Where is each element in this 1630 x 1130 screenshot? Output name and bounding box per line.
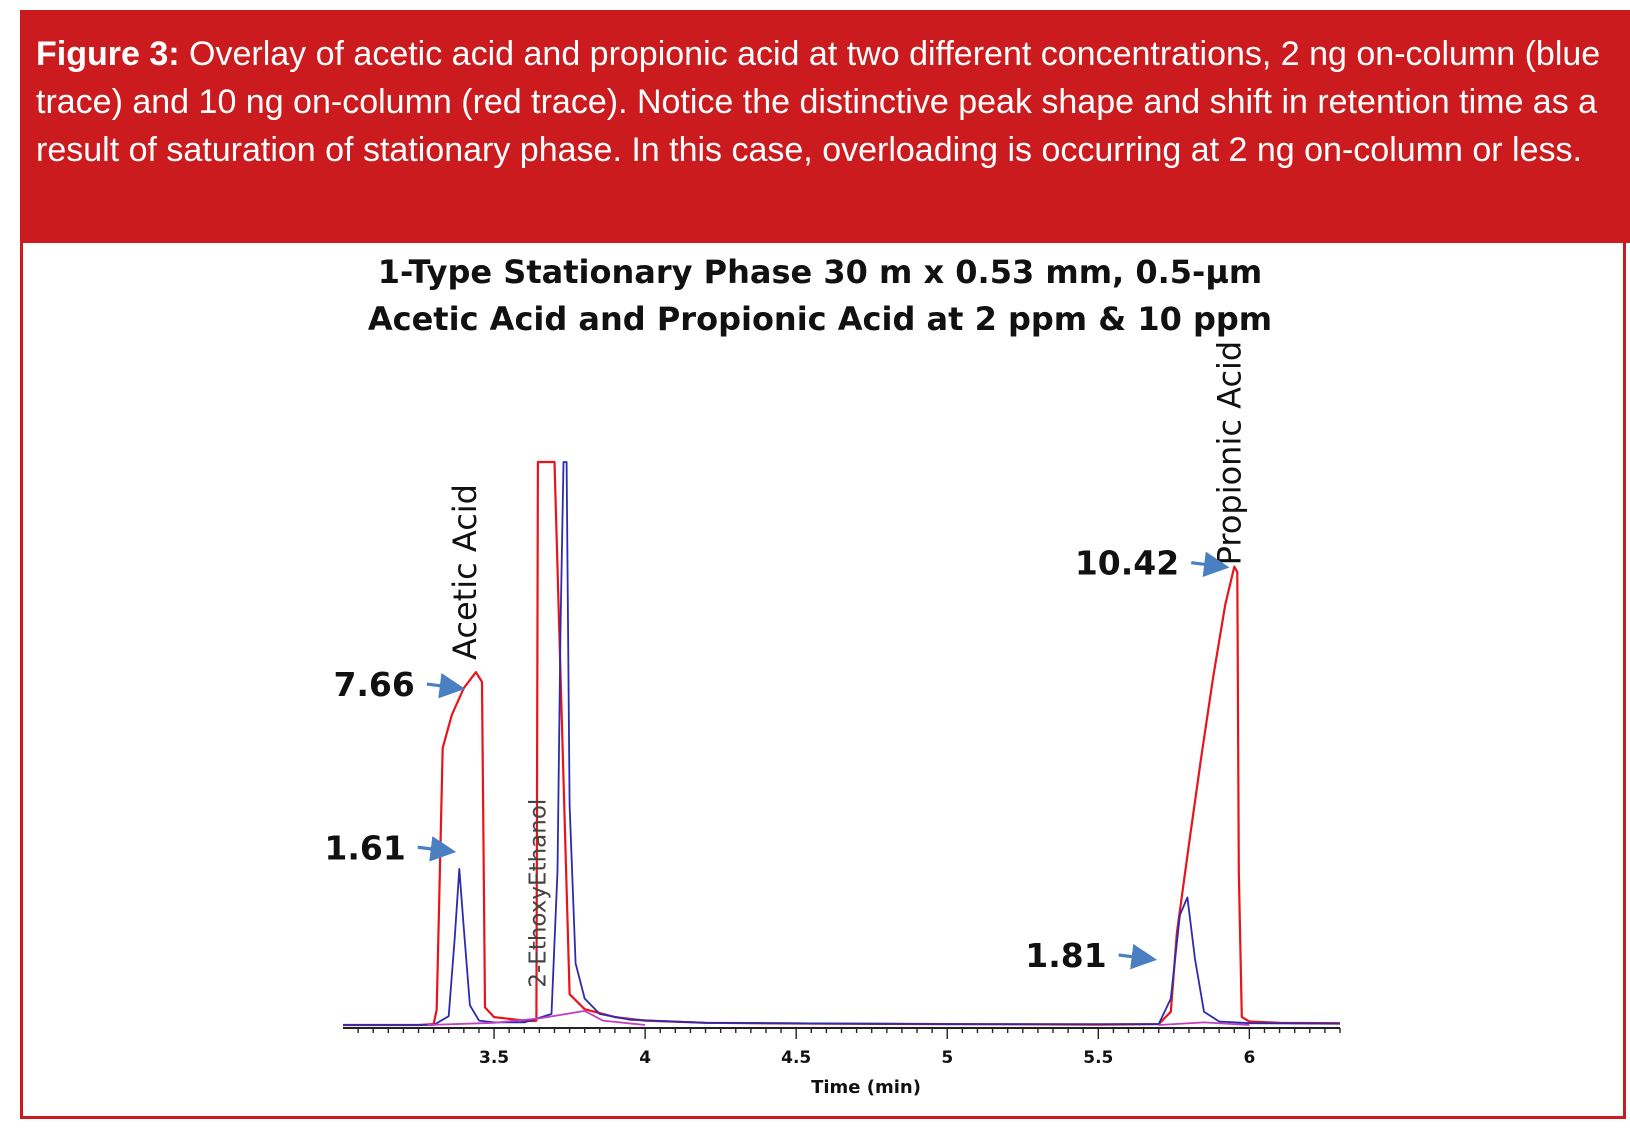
figure-caption: Figure 3: Overlay of acetic acid and pro…: [20, 10, 1630, 243]
baseline-trace-line: [427, 1010, 646, 1026]
peak-label: Acetic Acid: [446, 484, 484, 660]
x-axis-label: Time (min): [811, 1077, 921, 1098]
baseline2-trace-line: [1158, 1021, 1250, 1026]
chart-title-line-1: 1-Type Stationary Phase 30 m x 0.53 mm, …: [378, 253, 1262, 291]
trace-layer: [343, 460, 1341, 1027]
annotation-label: 1.81: [1025, 936, 1106, 975]
x-tick-label: 6: [1243, 1048, 1255, 1068]
blue-trace-line: [343, 461, 1341, 1026]
x-tick-label: 5: [941, 1048, 953, 1068]
annotation-arrow: [426, 672, 466, 699]
annotation-layer: 7.66 1.61 10.42 1.81: [324, 544, 1230, 975]
annotation-label: 7.66: [333, 665, 414, 704]
x-tick-label: 4.5: [781, 1048, 811, 1068]
annotation-arrow: [417, 836, 457, 862]
caption-text: Overlay of acetic acid and propionic aci…: [36, 35, 1601, 169]
caption-lead: Figure 3:: [36, 35, 180, 73]
annotation-label: 1.61: [324, 828, 405, 867]
x-tick-label: 4: [639, 1048, 651, 1068]
chart-title-line-2: Acetic Acid and Propionic Acid at 2 ppm …: [368, 300, 1272, 338]
peak-label: 2-EthoxyEthanol: [525, 799, 551, 988]
x-tick-label: 5.5: [1083, 1048, 1113, 1068]
peak-label: Propionic Acid: [1210, 341, 1248, 566]
annotation-label: 10.42: [1075, 544, 1179, 583]
chart-panel: [20, 243, 1626, 1119]
red-trace-line: [343, 460, 1341, 1027]
chart-title: 1-Type Stationary Phase 30 m x 0.53 mm, …: [368, 253, 1272, 338]
x-tick-label: 3.5: [479, 1048, 509, 1068]
annotation-arrow: [1118, 943, 1158, 970]
peak-label-layer: Acetic Acid 2-EthoxyEthanol Propionic Acid: [446, 341, 1248, 988]
x-axis: 3.5 4 4.5 5 5.5 6: [343, 1027, 1341, 1068]
annotation-arrow: [1191, 551, 1230, 578]
